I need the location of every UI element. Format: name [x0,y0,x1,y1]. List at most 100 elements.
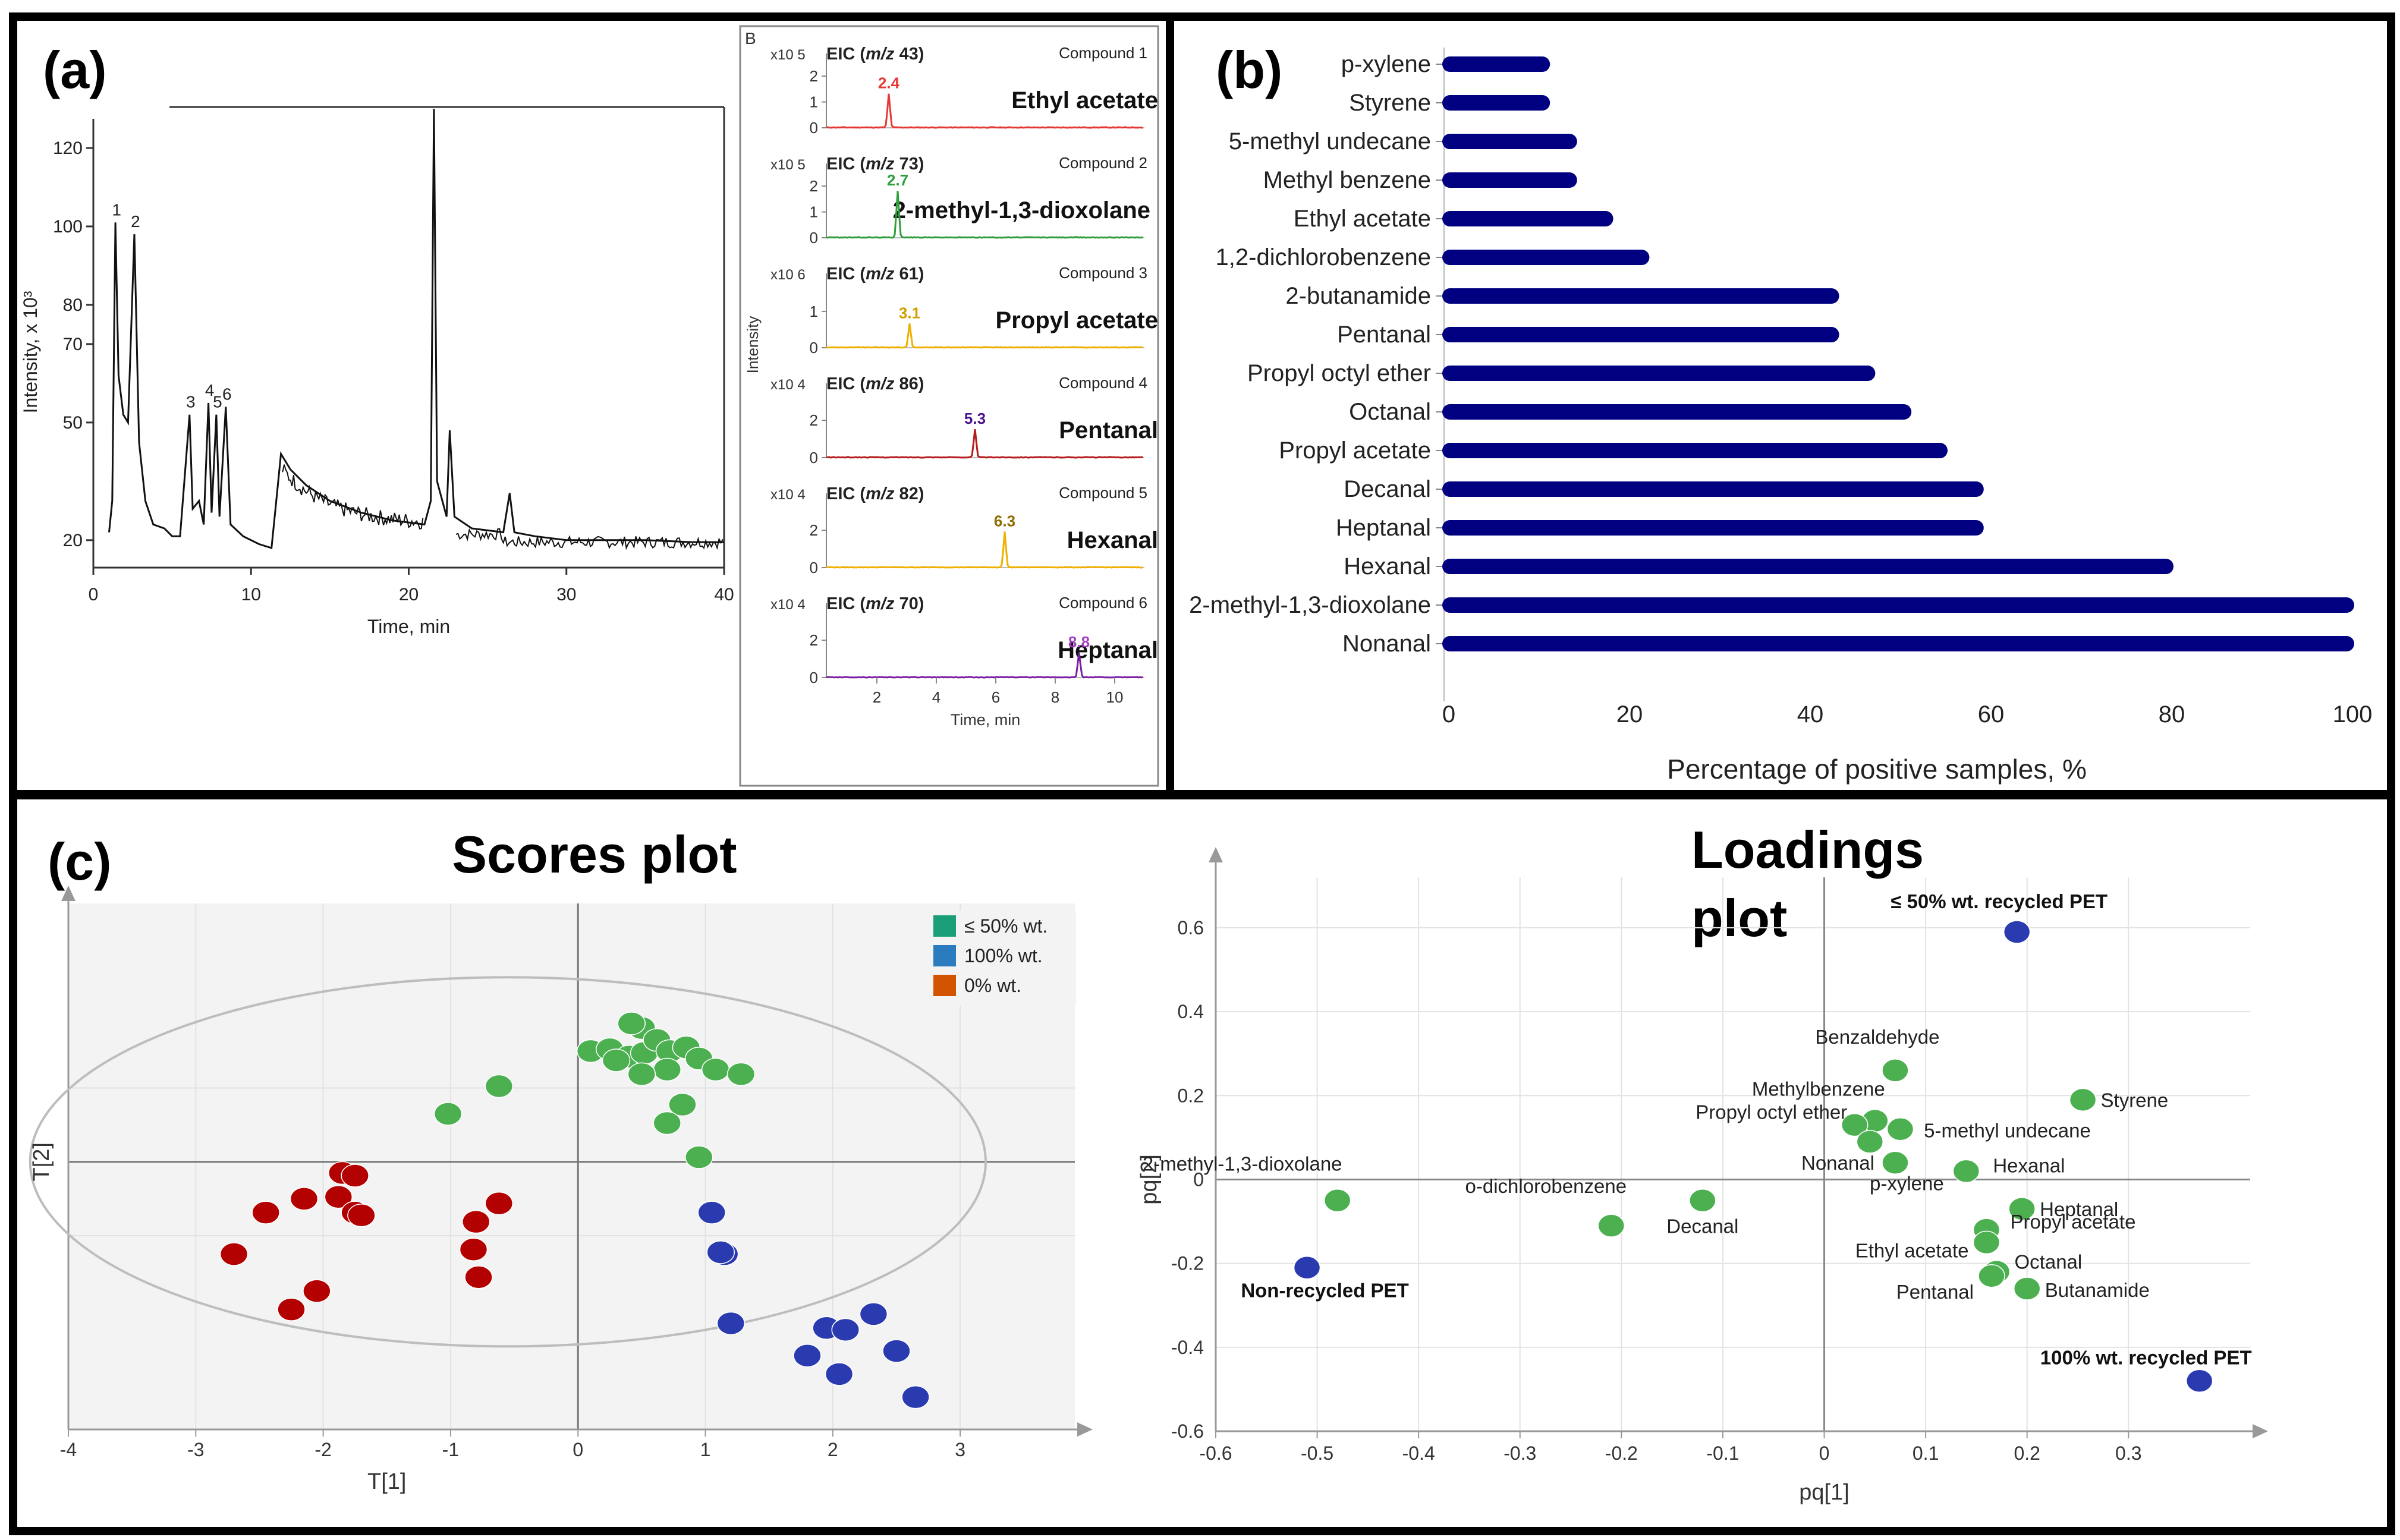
loadings-x-tick-label: -0.6 [1199,1443,1232,1464]
eic-trace [826,323,1143,349]
eic-scale-label: x10 6 [770,267,806,283]
eic-compound-name: Hexanal [1067,527,1158,553]
bar-category-label: Heptanal [1336,515,1431,541]
eic-title-mz: m/z [866,484,895,503]
scores-point [462,1210,490,1234]
eic-trace [826,429,1143,459]
eic-title-value: 70) [894,594,924,613]
bar-chart: p-xylene Styrene 5-methyl undecane Methyl b… [1189,48,2372,785]
scores-x-tick-label: -1 [442,1439,459,1460]
eic-compound-name: Ethyl acetate [1011,87,1158,114]
eic-peak-label: 5.3 [964,410,986,427]
bar-category-label: 2-methyl-1,3-dioxolane [1189,592,1431,618]
eic-y-tick-label: 0 [810,559,818,577]
scores-point [347,1204,376,1227]
loadings-y-tick-label: -0.6 [1171,1421,1204,1442]
loadings-class-label: Non-recycled PET [1241,1280,1408,1302]
eic-y-tick-label: 2 [810,177,818,195]
scores-x-axis-title: T[1] [367,1469,406,1494]
loadings-variable-point [1973,1230,2000,1255]
eic-title-value: 86) [894,374,924,393]
eic-y-tick-label: 1 [810,93,818,111]
scores-point [602,1048,631,1072]
scores-point [251,1201,280,1224]
bar-x-tick-label: 100 [2333,701,2373,728]
scores-point [459,1237,488,1261]
eic-trace [826,531,1143,569]
bar-category-label: 1,2-dichlorobenzene [1216,244,1431,270]
scores-point [706,1240,735,1264]
tic-peak-label: 6 [222,385,232,403]
loadings-x-tick-label: -0.4 [1402,1443,1435,1464]
scores-point [668,1092,697,1117]
scores-plot-area [68,903,1075,1429]
loadings-x-tick-label: -0.2 [1605,1443,1638,1464]
tic-peak-label: 1 [112,200,121,219]
loadings-y-axis-title: pq[2] [1137,1154,1162,1205]
bar-category-label: Propyl acetate [1279,437,1431,464]
eic-peak-label: 6.3 [994,512,1015,530]
loadings-x-arrow [2253,1424,2268,1438]
bar-category-label: Hexanal [1344,553,1431,580]
bar-x-tick-label: 20 [1616,701,1643,728]
eic-scale-label: x10 5 [770,157,806,173]
eic-title-mz: m/z [866,264,895,284]
eic-x-tick-label: 4 [932,688,941,706]
scores-title: Scores plot [452,825,737,884]
scores-point [303,1279,331,1303]
tic-trace [108,108,724,549]
loadings-variable-point [1952,1159,1980,1183]
panel-label-a: (a) [43,40,107,99]
bar-category-label: Propyl octyl ether [1247,360,1431,386]
eic-y-tick-label: 2 [810,411,818,429]
eic-trace [826,93,1143,129]
loadings-plot: Loadings plot -0.6 -0.4 -0.2 0 0.2 0.4 0.6 -0.6 -0… [1137,820,2268,1505]
scores-y-axis-title: T[2] [29,1142,54,1181]
loadings-variable-point [1841,1113,1869,1137]
bar-category-label: 5-methyl undecane [1229,128,1431,155]
eic-compound-id: Compound 4 [1059,374,1147,392]
scores-legend-label: 0% wt. [964,975,1021,996]
loadings-variable-point [1597,1214,1625,1237]
scores-point [290,1187,319,1211]
eic-title-prefix: EIC ( [826,264,866,284]
loadings-x-tick-label: 0.2 [2014,1443,2040,1464]
eic-title-value: 61) [894,264,924,284]
loadings-y-tick-label: 0.2 [1178,1085,1204,1106]
eic-compound-name: 2-methyl-1,3-dioxolane [893,197,1150,223]
loadings-x-tick-label: -0.5 [1301,1443,1333,1464]
eic-compound-name: Propyl acetate [996,307,1158,333]
eic-scale-label: x10 5 [770,47,806,63]
loadings-y-arrow [1209,847,1223,862]
scores-x-arrow [1077,1422,1093,1437]
eic-scale-label: x10 4 [770,487,806,503]
scores-legend-swatch [933,945,956,966]
scores-x-tick-label: -3 [187,1439,204,1460]
scores-point [825,1362,854,1386]
eic-title-value: 82) [894,484,924,503]
loadings-class-point [1293,1255,1321,1280]
tic-x-tick-label: 10 [241,585,261,604]
scores-point [433,1102,463,1126]
loadings-variable-label: Heptanal [2040,1198,2118,1220]
eic-compound-id: Compound 3 [1059,264,1147,282]
loadings-variable-label: Pentanal [1896,1281,1974,1303]
loadings-variable-label: Propyl acetate [2010,1211,2135,1233]
eic-compound-id: Compound 5 [1059,484,1147,502]
eic-x-tick-label: 10 [1106,688,1124,706]
scores-point [701,1057,730,1082]
bar-x-tick-label: 60 [1978,701,2005,728]
eic-peak-label: 2.4 [878,74,900,92]
eic-y-axis-title: Intensity [744,316,762,374]
scores-x-tick-label: 1 [700,1439,711,1460]
scores-point [685,1145,713,1169]
eic-frame [739,25,1159,787]
eic-trace [826,191,1143,239]
loadings-variable-label: 2-methyl-1,3-dioxolane [1143,1153,1342,1175]
scores-point [627,1062,656,1086]
scores-point [726,1062,756,1086]
loadings-variable-label: p-xylene [1870,1172,1944,1194]
loadings-variable-point [1689,1188,1716,1213]
tic-y-tick-label: 70 [63,335,83,354]
